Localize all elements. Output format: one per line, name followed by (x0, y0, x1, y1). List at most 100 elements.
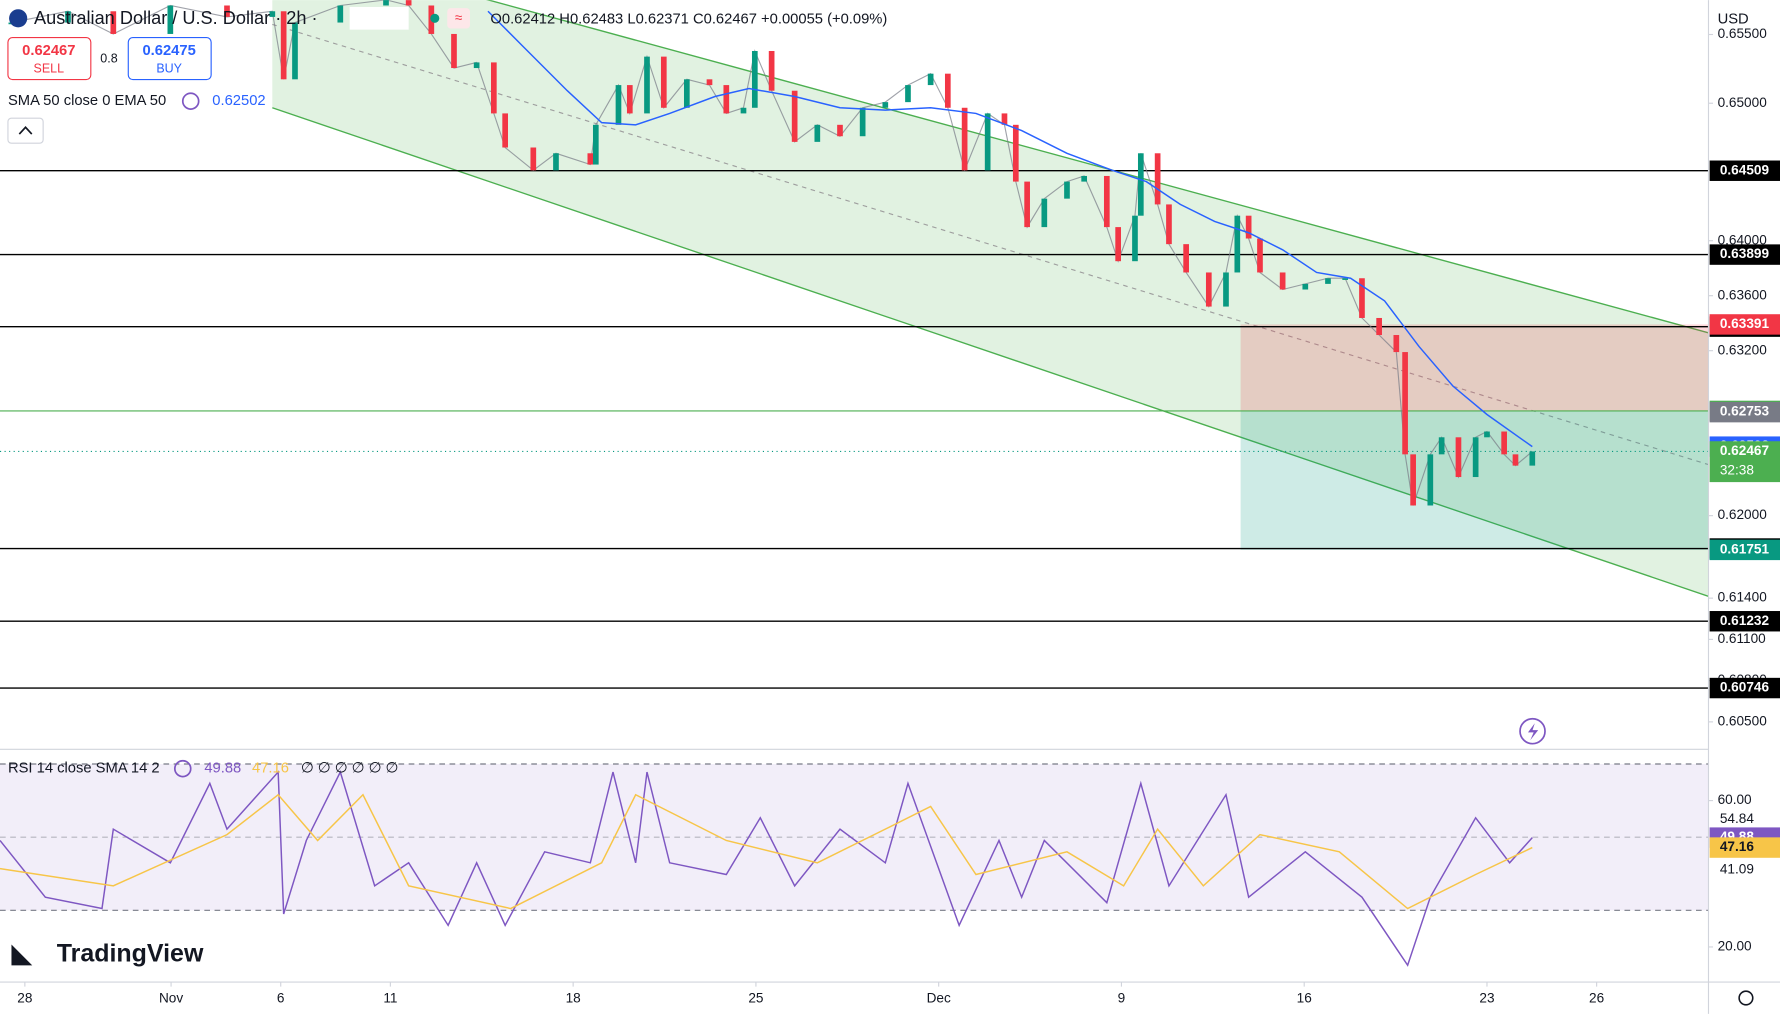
candle-body (859, 107, 866, 137)
candle-body (167, 5, 174, 34)
lightning-icon (1527, 723, 1539, 741)
candle-body (814, 124, 821, 142)
candle-body (984, 113, 991, 171)
candle-body (269, 11, 276, 17)
y-tick-label: 0.65000 (1718, 95, 1768, 110)
candle-body (751, 50, 758, 108)
x-tick-label: 9 (1118, 991, 1126, 1006)
spread: 0.8 (100, 51, 117, 65)
status-dot (430, 13, 440, 23)
candle-body (944, 73, 951, 108)
rsi-badge-label: 47.16 (1720, 839, 1754, 854)
price-badge-label: 0.62467 (1720, 443, 1769, 458)
logo-mark: ◣ (11, 937, 32, 968)
y-tick-label: 0.60500 (1718, 713, 1768, 728)
candle-body (626, 85, 633, 114)
candle-body (660, 56, 667, 108)
candle-body (683, 79, 690, 108)
candle-body (1205, 272, 1212, 307)
x-tick-label: 26 (1589, 991, 1604, 1006)
candle-body (740, 107, 747, 114)
rsi-pane (0, 763, 1709, 967)
candle-body (280, 11, 287, 80)
candle-body (1257, 238, 1263, 273)
candle-body (530, 147, 537, 171)
candle-body (1012, 124, 1019, 182)
candle-body (292, 22, 298, 80)
candle-body (587, 153, 594, 165)
y-tick-label: 0.61400 (1718, 590, 1768, 605)
candle-body (490, 62, 497, 114)
channel-lower (272, 107, 1709, 598)
level-badge-label: 0.60746 (1720, 680, 1770, 695)
rsi-legend-sma: 47.16 (252, 761, 289, 777)
sell-price: 0.62467 (22, 43, 75, 59)
price-badge (1709, 441, 1780, 483)
price-pane (0, 0, 1709, 689)
y-tick-label: 0.61100 (1718, 631, 1767, 646)
rsi-axis-label: 41.09 (1720, 861, 1754, 876)
logo: TradingView (57, 939, 204, 967)
alert-icon-glyph: ≈ (455, 10, 463, 25)
candle-body (1512, 454, 1519, 466)
ema-line (487, 10, 1533, 448)
y-tick-label: 0.62000 (1718, 507, 1768, 522)
rsi-y-tick-label: 60.00 (1718, 792, 1752, 807)
candle-body (644, 56, 650, 114)
x-tick-label: Nov (159, 991, 183, 1006)
candle-body (1359, 278, 1365, 318)
target-zone (1240, 410, 1709, 550)
buy-label: BUY (156, 62, 182, 76)
candle-body (882, 102, 889, 108)
x-tick-label: 28 (17, 991, 32, 1006)
candle-body (1501, 431, 1507, 455)
marker-badge-label: 0.62753 (1720, 404, 1770, 419)
candle-body (337, 5, 344, 23)
candle-body (473, 62, 480, 69)
candle-body (1245, 215, 1252, 239)
indicator-icon (181, 92, 200, 110)
level-badge (1709, 677, 1780, 699)
candle-body (1024, 181, 1030, 228)
candle-body (1223, 272, 1229, 307)
x-tick-label: 16 (1297, 991, 1312, 1006)
candle-body (1137, 153, 1144, 216)
y-tick-label: 0.63600 (1718, 287, 1768, 302)
candle-body (1115, 227, 1121, 262)
indicator-name: SMA 50 close 0 EMA 50 (8, 93, 166, 109)
collapse-button[interactable] (7, 117, 44, 144)
rsi-title: RSI 14 close SMA 14 2 (8, 761, 160, 777)
sell-button[interactable] (7, 37, 92, 81)
candle-body (1154, 153, 1161, 205)
currency[interactable]: USD (1718, 11, 1749, 27)
x-tick-label: 25 (748, 991, 763, 1006)
candle-body (1183, 244, 1189, 273)
rsi-legend-extras: ∅ ∅ ∅ ∅ ∅ ∅ (301, 761, 399, 777)
level-badge (1709, 244, 1780, 265)
y-tick-label: 0.65500 (1718, 26, 1768, 41)
buy-price: 0.62475 (142, 43, 195, 59)
collapse-icon (18, 126, 33, 135)
candle-body (1455, 437, 1462, 478)
candle-body (791, 90, 798, 142)
channel-fill (272, 0, 1709, 597)
level-badge-label: 0.64509 (1720, 162, 1770, 177)
candle-body (1041, 198, 1048, 228)
header: Australian Dollar / U.S. Dollar · 2h · ≈… (7, 6, 1754, 1006)
candle-body (1484, 431, 1490, 438)
settings-button[interactable] (1738, 990, 1754, 1006)
candle-body (1438, 437, 1445, 455)
candle-body (905, 85, 911, 103)
stop-badge-label: 0.63391 (1720, 316, 1770, 331)
buy-button[interactable] (127, 37, 212, 81)
candle-body (615, 85, 622, 125)
target-badge (1709, 539, 1780, 561)
candle-body (706, 79, 713, 86)
rsi-axis-label: 54.84 (1720, 811, 1754, 826)
candle-body (451, 33, 457, 69)
candle-body (1234, 215, 1241, 273)
mask (349, 6, 409, 30)
candle-body (1064, 181, 1070, 199)
